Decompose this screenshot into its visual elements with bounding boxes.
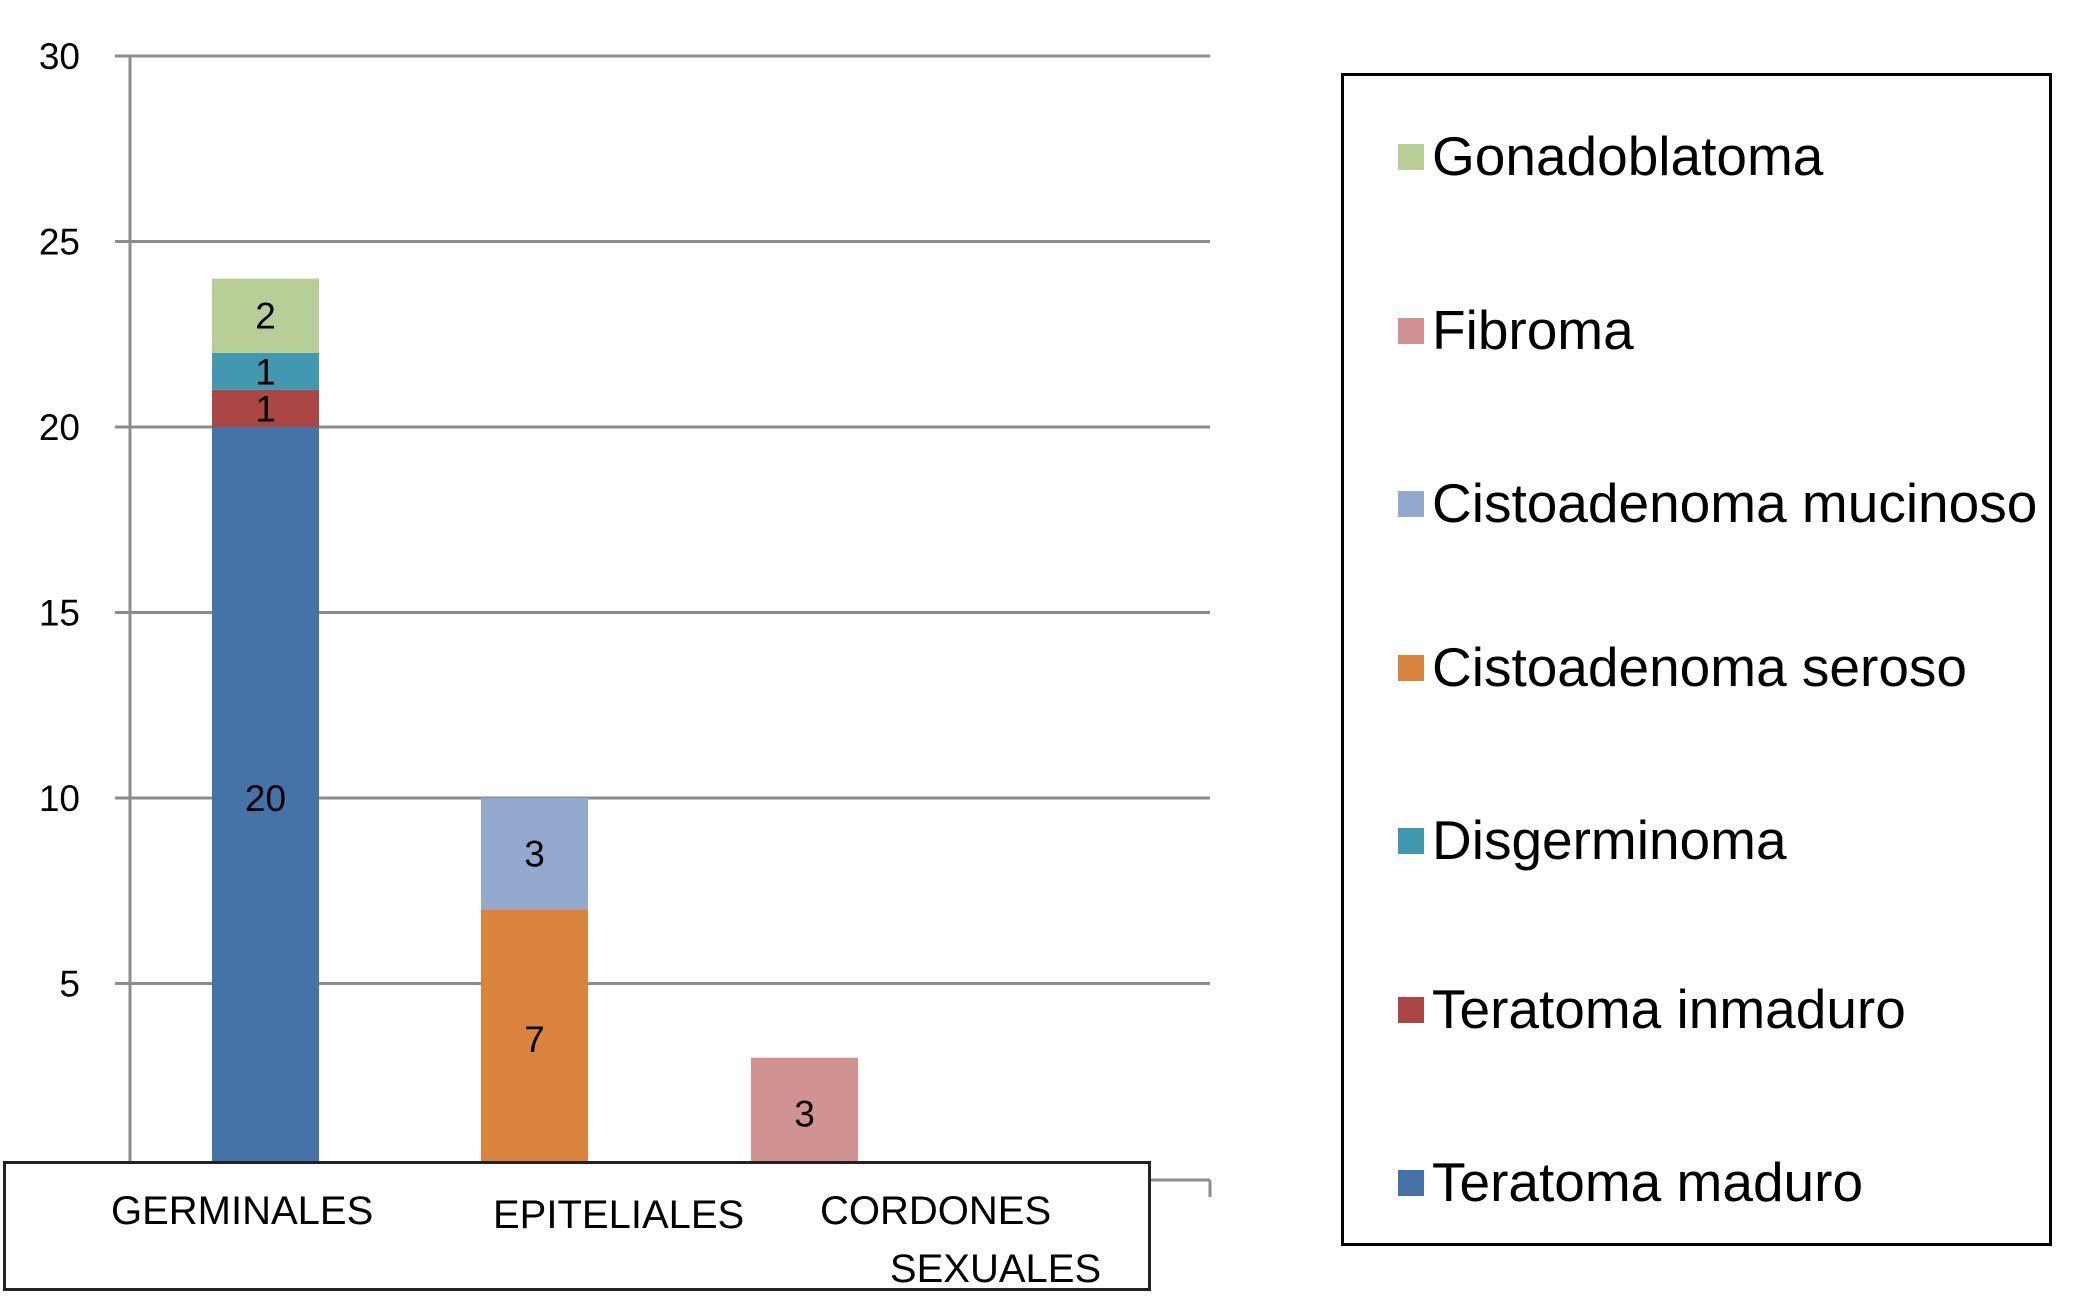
data-label: 7: [524, 1019, 545, 1060]
legend-swatch: [1398, 1169, 1424, 1196]
legend-label: Teratoma inmaduro: [1432, 978, 1906, 1040]
x-tick-label-germinales: GERMINALES: [111, 1182, 373, 1240]
data-label: 1: [255, 351, 276, 392]
legend-swatch: [1398, 317, 1424, 344]
legend-swatch: [1398, 996, 1424, 1023]
legend-label: Fibroma: [1432, 299, 1634, 361]
legend-item-disgerminoma: Disgerminoma: [1398, 813, 1787, 868]
bar-segment-cistoadenoma-seroso: [481, 909, 588, 1169]
x-tick-label-cordones-sexuales: CORDONES SEXUALES: [820, 1182, 1101, 1298]
y-tick-label: 20: [39, 407, 80, 448]
legend-item-teratoma-inmaduro: Teratoma inmaduro: [1398, 982, 1906, 1037]
x-tick-label-text: GERMINALES: [111, 1189, 374, 1233]
y-tick-label: 5: [59, 964, 80, 1005]
data-label: 2: [255, 296, 276, 337]
x-tick-label-text: EPITELIALES: [493, 1193, 745, 1237]
legend-label: Cistoadenoma mucinoso: [1432, 472, 2038, 534]
legend-swatch: [1398, 654, 1424, 681]
legend-item-teratoma-maduro: Teratoma maduro: [1398, 1155, 1863, 1210]
x-tick-label-line-2: SEXUALES: [889, 1247, 1102, 1291]
legend-swatch: [1398, 490, 1424, 517]
bar-segment-teratoma-maduro: [212, 427, 319, 1169]
x-tick-label-epiteliales: EPITELIALES: [493, 1186, 744, 1244]
bar-segment-gonadoblatoma: [212, 278, 319, 353]
legend-label: Teratoma maduro: [1432, 1151, 1864, 1213]
x-axis-line: [1140, 1178, 1212, 1197]
legend-label: Gonadoblatoma: [1432, 125, 1824, 187]
y-axis-ticks: 5 10 15 20 25 30: [39, 36, 80, 1005]
legend: Gonadoblatoma Fibroma Cistoadenoma mucin…: [1341, 73, 2052, 1246]
legend-item-cistoadenoma-mucinoso: Cistoadenoma mucinoso: [1398, 476, 2037, 531]
x-axis-label-box: GERMINALES EPITELIALES CORDONES SEXUALES: [3, 1161, 1151, 1291]
data-label: 3: [794, 1093, 815, 1134]
bar-segment-cistoadenoma-mucinoso: [481, 798, 588, 910]
legend-label: Cistoadenoma seroso: [1432, 636, 1968, 698]
legend-item-fibroma: Fibroma: [1398, 303, 1634, 358]
data-label: 20: [245, 778, 286, 819]
y-tick-label: 15: [39, 593, 80, 634]
bars: 20 11 2 7 3 3: [212, 278, 858, 1169]
legend-swatch: [1398, 143, 1424, 170]
legend-item-gonadoblatoma: Gonadoblatoma: [1398, 129, 1823, 184]
y-tick-label: 10: [39, 778, 80, 819]
legend-swatch: [1398, 827, 1424, 854]
legend-label: Disgerminoma: [1432, 809, 1787, 871]
data-label: 1: [255, 388, 276, 429]
data-label: 3: [524, 834, 545, 875]
bar-segment-fibroma: [751, 1057, 858, 1169]
x-tick-label-line-1: CORDONES: [820, 1189, 1052, 1233]
bar-segment-teratoma-inmaduro: [212, 389, 319, 427]
y-tick-label: 25: [39, 222, 80, 263]
y-tick-label: 30: [39, 36, 80, 77]
legend-item-cistoadenoma-seroso: Cistoadenoma seroso: [1398, 640, 1967, 695]
bar-segment-disgerminoma: [212, 352, 319, 390]
